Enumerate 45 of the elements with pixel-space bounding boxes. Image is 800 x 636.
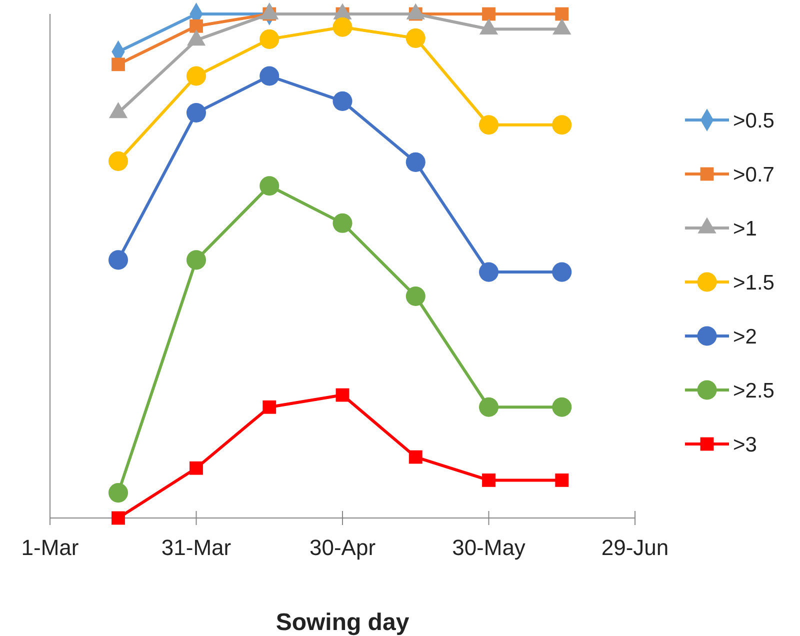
legend-label: >2 xyxy=(733,325,757,348)
point xyxy=(260,29,280,49)
point xyxy=(406,286,426,306)
legend-label: >1 xyxy=(733,217,757,240)
point xyxy=(406,28,426,48)
x-tick-label: 30-Apr xyxy=(309,534,376,560)
legend-label: >1.5 xyxy=(733,271,774,294)
x-tick-label: 31-Mar xyxy=(161,534,232,560)
x-tick-label: 29-Jun xyxy=(601,534,669,560)
point xyxy=(112,58,125,72)
point xyxy=(332,17,352,37)
point xyxy=(108,151,128,171)
point xyxy=(260,176,280,196)
point xyxy=(478,397,499,417)
point xyxy=(482,473,496,487)
point xyxy=(555,7,569,21)
point xyxy=(336,388,350,402)
x-tick-label: 30-May xyxy=(452,534,526,560)
point xyxy=(406,152,426,172)
point xyxy=(186,250,206,270)
legend-label: >0.5 xyxy=(733,109,774,132)
point xyxy=(108,250,128,270)
point xyxy=(190,19,203,33)
point xyxy=(555,473,569,487)
legend-label: >0.7 xyxy=(733,163,774,186)
legend-label: >2.5 xyxy=(733,379,774,402)
point xyxy=(186,103,206,123)
point xyxy=(552,115,572,135)
point xyxy=(552,262,572,282)
point xyxy=(552,397,572,417)
point xyxy=(190,461,203,475)
x-axis-title: Sowing day xyxy=(276,609,410,636)
point xyxy=(186,66,206,86)
point xyxy=(408,450,422,464)
point xyxy=(260,66,280,86)
point xyxy=(478,115,499,135)
point xyxy=(108,483,128,503)
point xyxy=(482,7,496,21)
point xyxy=(332,91,352,111)
point xyxy=(478,262,499,282)
point xyxy=(112,511,125,525)
x-tick-label: 1-Mar xyxy=(21,534,79,560)
legend-label: >3 xyxy=(733,433,757,456)
point xyxy=(332,213,352,233)
point xyxy=(262,400,276,414)
